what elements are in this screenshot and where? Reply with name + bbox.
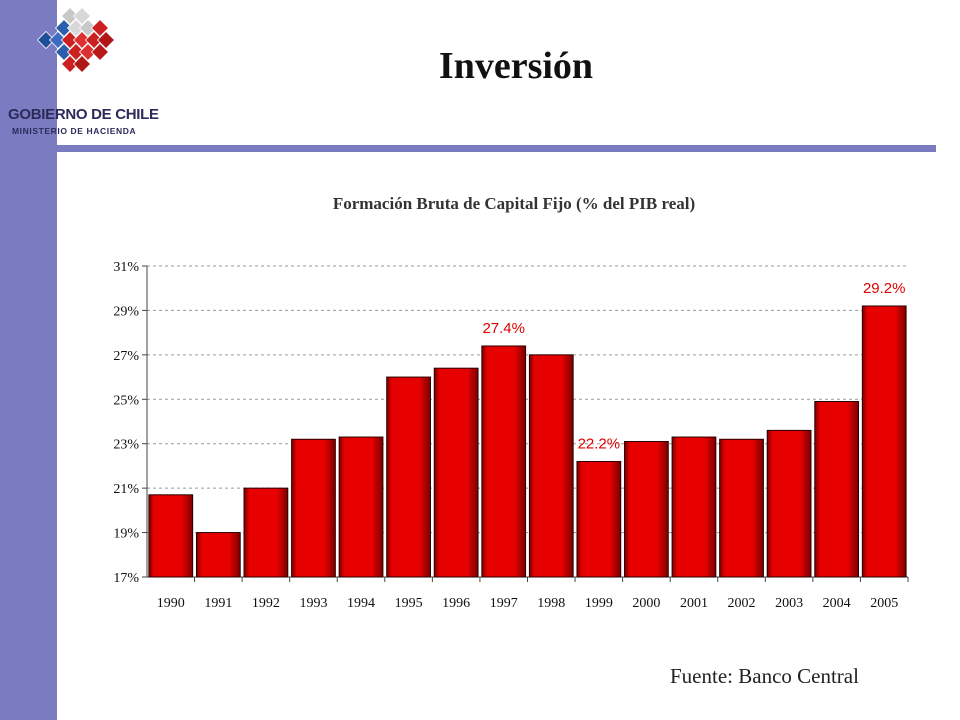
x-tick-label: 2003 [775,596,803,611]
y-tick-label: 21% [113,482,139,497]
logo-cube [78,18,98,38]
data-label: 22.2% [578,435,621,452]
y-tick-label: 17% [113,571,139,586]
x-tick-label: 2001 [680,596,708,611]
left-accent-bar [0,0,57,720]
y-tick-label: 19% [113,527,139,542]
logo-ministry-name: MINISTERIO DE HACIENDA [12,126,137,136]
logo-cube [60,30,80,50]
bar-2005 [861,305,907,578]
bar-1991 [195,532,241,578]
x-tick-label: 1991 [204,596,232,611]
page-title: Inversión [438,45,594,87]
bar-1992 [243,487,289,578]
x-tick-label: 2002 [728,596,756,611]
logo-cube [72,6,92,26]
y-tick-label: 31% [113,260,139,275]
x-tick-label: 1997 [490,596,518,611]
y-tick-label: 27% [113,349,139,364]
logo-cube [84,30,104,50]
logo-cube [72,54,92,74]
logo-org-name: GOBIERNO DE CHILE [8,106,159,123]
logo-cube [96,30,116,50]
x-tick-label: 1999 [585,596,613,611]
bar-1990 [148,494,194,578]
logo-cube [66,18,86,38]
x-tick-label: 1995 [395,596,423,611]
logo-cube [60,6,80,26]
bar-1998 [528,354,574,578]
logo-cube [54,42,74,62]
government-logo: GOBIERNO DE CHILE MINISTERIO DE HACIENDA [0,0,200,150]
y-tick-label: 29% [113,304,139,319]
bar-1999 [576,460,622,578]
y-tick-label: 23% [113,438,139,453]
logo-cube [60,54,80,74]
bar-2000 [624,440,669,578]
bar-1996 [433,367,479,578]
bar-1995 [386,376,431,578]
x-tick-label: 2004 [823,596,851,611]
logo-cube [66,42,86,62]
x-tick-label: 1993 [299,596,327,611]
bar-1993 [291,438,336,578]
chart-title: Formación Bruta de Capital Fijo (% del P… [332,194,696,213]
bar-2004 [814,401,860,578]
x-tick-label: 1994 [347,596,375,611]
bar-1997 [481,345,527,578]
x-tick-label: 2005 [870,596,898,611]
logo-cube [90,18,110,38]
logo-cube [54,18,74,38]
bar-2003 [766,429,812,578]
data-label: 29.2% [863,280,906,297]
bar-2002 [719,438,764,578]
header-divider [33,145,936,152]
x-tick-label: 1998 [537,596,565,611]
logo-cube [78,42,98,62]
x-tick-label: 1992 [252,596,280,611]
logo-cube [72,30,92,50]
logo-cube [90,42,110,62]
logo-cube [36,30,56,50]
x-tick-label: 1990 [157,596,185,611]
y-tick-label: 25% [113,393,139,408]
chile-government-logo-icon [36,6,116,74]
source-note: Fuente: Banco Central [670,664,859,688]
x-tick-label: 1996 [442,596,470,611]
bar-1994 [338,436,384,578]
logo-cube [48,30,68,50]
x-tick-label: 2000 [632,596,660,611]
bar-2001 [671,436,717,578]
data-label: 27.4% [482,320,525,337]
